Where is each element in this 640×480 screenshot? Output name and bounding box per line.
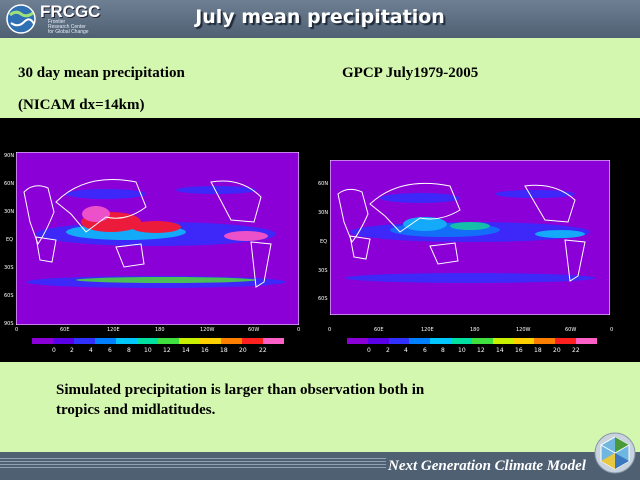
colorbar-label: 12: [163, 347, 171, 354]
tick-label: 0: [610, 327, 614, 333]
left-heading-line2: (NICAM dx=14km): [18, 97, 145, 113]
colorbar-segment: [555, 338, 577, 344]
tick-label: 120W: [516, 327, 531, 333]
colorbar-segment: [242, 338, 263, 344]
tick-label: 120W: [200, 327, 215, 333]
logo-subtitle-line2: Research Center: [48, 24, 86, 30]
tick-label: 30S: [4, 265, 14, 271]
tick-label: 90N: [4, 153, 15, 159]
colorbar-segment: [32, 338, 53, 344]
colorbar-label: 2: [70, 347, 74, 354]
tick-label: 90S: [4, 321, 14, 327]
colorbar-label: 2: [386, 347, 390, 354]
colorbar-label: 10: [458, 347, 466, 354]
tick-label: 0: [15, 327, 19, 333]
logo-subtitle-line3: for Global Change: [48, 29, 89, 35]
logo-subtitle-line1: Frontier: [48, 19, 66, 25]
colorbar-label: 0: [367, 347, 371, 354]
tick-label: 60N: [318, 181, 329, 187]
colorbar-label: 22: [572, 347, 580, 354]
colorbar-label: 12: [477, 347, 485, 354]
icosahedron-logo-icon: [594, 432, 636, 474]
colorbar-segment: [451, 338, 472, 344]
footer-text: Next Generation Climate Model: [388, 458, 586, 474]
colorbar-label: 0: [52, 347, 56, 354]
colorbar-segment: [430, 338, 452, 344]
nicam-colorbar: [32, 338, 284, 344]
colorbar-label: 16: [201, 347, 209, 354]
tick-label: 60E: [374, 327, 384, 333]
colorbar-label: 8: [127, 347, 131, 354]
colorbar-label: 6: [423, 347, 427, 354]
colorbar-label: 8: [441, 347, 445, 354]
colorbar-segment: [409, 338, 431, 344]
nicam-precip-map: [16, 152, 299, 325]
colorbar-label: 10: [144, 347, 152, 354]
tick-label: EQ: [6, 237, 14, 243]
tick-label: 60S: [318, 296, 328, 302]
tick-label: 60E: [60, 327, 70, 333]
tick-label: 120E: [421, 327, 434, 333]
colorbar-label: 16: [515, 347, 523, 354]
title-bar: [0, 0, 640, 38]
colorbar-segment: [576, 338, 597, 344]
colorbar-segment: [74, 338, 95, 344]
colorbar-segment: [347, 338, 368, 344]
caption: Simulated precipitation is larger than o…: [56, 380, 536, 420]
colorbar-segment: [95, 338, 116, 344]
tick-label: 30N: [318, 210, 329, 216]
tick-label: 60N: [4, 181, 15, 187]
colorbar-segment: [116, 338, 137, 344]
colorbar-segment: [492, 338, 514, 344]
colorbar-label: 6: [108, 347, 112, 354]
tick-label: 60W: [565, 327, 577, 333]
colorbar-segment: [200, 338, 221, 344]
footer-stripes: [0, 458, 386, 470]
colorbar-label: 14: [496, 347, 504, 354]
colorbar-segment: [179, 338, 200, 344]
colorbar-segment: [158, 338, 179, 344]
colorbar-segment: [221, 338, 242, 344]
colorbar-segment: [471, 338, 493, 344]
logo-text: FRCGC: [40, 2, 101, 21]
colorbar-segment: [53, 338, 74, 344]
colorbar-label: 22: [259, 347, 267, 354]
tick-label: 30N: [4, 209, 15, 215]
tick-label: 60W: [248, 327, 260, 333]
colorbar-segment: [263, 338, 284, 344]
tick-label: 120E: [107, 327, 120, 333]
gpcp-precip-map: [330, 160, 610, 315]
gpcp-colorbar: [347, 338, 597, 344]
colorbar-label: 14: [182, 347, 190, 354]
tick-label: 0: [297, 327, 301, 333]
tick-label: 180: [155, 327, 165, 333]
colorbar-label: 18: [220, 347, 228, 354]
colorbar-segment: [388, 338, 410, 344]
colorbar-label: 20: [553, 347, 561, 354]
colorbar-segment: [367, 338, 389, 344]
colorbar-label: 4: [404, 347, 408, 354]
colorbar-segment: [513, 338, 535, 344]
colorbar-segment: [137, 338, 158, 344]
globe-logo-icon: [6, 4, 36, 34]
right-heading: GPCP July1979-2005: [342, 65, 479, 81]
caption-line2: tropics and midlatitudes.: [56, 402, 216, 418]
colorbar-label: 4: [89, 347, 93, 354]
left-heading-line1: 30 day mean precipitation: [18, 65, 185, 81]
colorbar-label: 18: [534, 347, 542, 354]
tick-label: 180: [470, 327, 480, 333]
slide-title: July mean precipitation: [195, 6, 445, 28]
frcgc-logo: [4, 2, 100, 36]
caption-line1: Simulated precipitation is larger than o…: [56, 382, 425, 398]
tick-label: 30S: [318, 268, 328, 274]
colorbar-segment: [534, 338, 556, 344]
colorbar-label: 20: [239, 347, 247, 354]
tick-label: 60S: [4, 293, 14, 299]
tick-label: EQ: [320, 239, 328, 245]
tick-label: 0: [328, 327, 332, 333]
